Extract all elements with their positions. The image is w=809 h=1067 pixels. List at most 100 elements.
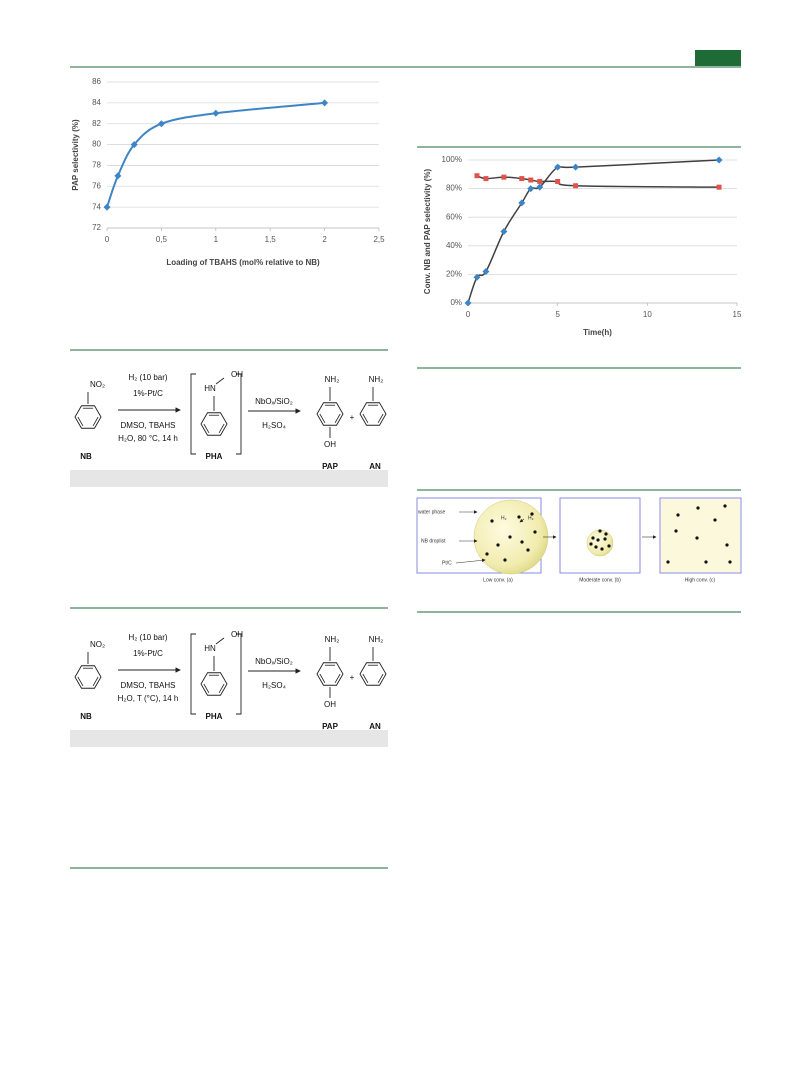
bond	[215, 637, 225, 645]
marker	[474, 173, 480, 179]
catalyst-particle	[591, 536, 595, 540]
scheme-text: H₂ (10 bar)	[128, 633, 167, 642]
y-tick-label: 84	[92, 98, 101, 107]
marker	[321, 99, 329, 107]
y-tick-label: 20%	[446, 270, 462, 279]
marker	[130, 141, 138, 149]
y-tick-label: 86	[92, 77, 101, 86]
scheme-text: PHA	[206, 712, 223, 721]
scheme-text: DMSO, TBAHS	[121, 681, 176, 690]
double-bond	[203, 683, 210, 693]
scheme-text: HN	[204, 384, 216, 393]
double-bond	[362, 413, 369, 423]
diagram-label: Pt/C	[442, 560, 452, 566]
y-tick-label: 74	[92, 202, 101, 211]
scheme-text: NB	[80, 712, 92, 721]
scheme-text: DMSO, TBAHS	[121, 421, 176, 430]
double-bond	[377, 413, 384, 423]
x-axis-title: Loading of TBAHS (mol% relative to NB)	[166, 258, 320, 267]
catalyst-particle	[490, 519, 494, 523]
scheme-text: AN	[369, 462, 381, 471]
benzene-ring	[359, 402, 387, 426]
catalyst-particle	[674, 529, 678, 533]
scheme-text: NO₂	[90, 380, 105, 389]
catalyst-particle	[607, 544, 611, 548]
marker	[212, 109, 220, 117]
catalyst-particle	[696, 506, 700, 510]
scheme-text: NO₂	[90, 640, 105, 649]
catalyst-particle	[704, 560, 708, 564]
x-tick-label: 5	[555, 310, 560, 319]
scheme-text: NB	[80, 452, 92, 461]
marker	[572, 163, 580, 171]
x-tick-label: 0	[466, 310, 471, 319]
catalyst-particle	[604, 532, 608, 536]
catalyst-particle	[496, 543, 500, 547]
scheme-text: 1%-Pt/C	[133, 649, 163, 658]
diagram-caption: Low conv. (a)	[483, 577, 513, 583]
diagram-label: H₂	[528, 515, 534, 521]
benzene-ring	[316, 662, 344, 686]
catalyst-particle	[589, 542, 593, 546]
catalyst-particle	[603, 537, 607, 541]
benzene-ring	[200, 412, 228, 436]
y-tick-label: 72	[92, 223, 101, 232]
x-axis-title: Time(h)	[583, 328, 612, 337]
scheme-text: H₂O, T (°C), 14 h	[118, 694, 179, 703]
double-bond	[92, 416, 99, 426]
series-line	[467, 159, 720, 304]
marker	[103, 203, 111, 211]
y-tick-label: 82	[92, 119, 101, 128]
scheme-text: PHA	[206, 452, 223, 461]
marker	[537, 178, 543, 184]
marker	[157, 120, 165, 128]
bond	[215, 377, 225, 385]
pointer	[455, 558, 486, 564]
y-tick-label: 0%	[450, 298, 462, 307]
catalyst-particle	[517, 515, 521, 519]
scheme-text: H₂ (10 bar)	[128, 373, 167, 382]
marker	[483, 176, 489, 182]
scheme-text: +	[350, 673, 355, 682]
y-axis-title: PAP selectivity (%)	[71, 119, 80, 191]
bracket	[190, 633, 242, 715]
x-tick-label: 2	[322, 235, 327, 244]
diagram-label: NB droplist	[421, 538, 446, 544]
caption-bar	[70, 470, 388, 487]
catalyst-particle	[520, 540, 524, 544]
stage-box	[559, 497, 641, 574]
catalyst-particle	[594, 545, 598, 549]
catalyst-particle	[728, 560, 732, 564]
double-bond	[319, 413, 326, 423]
scheme-text: AN	[369, 722, 381, 731]
marker	[554, 163, 562, 171]
x-tick-label: 10	[643, 310, 652, 319]
diagram-label: water phase	[418, 509, 445, 515]
catalyst-particle	[508, 535, 512, 539]
double-bond	[319, 673, 326, 683]
marker	[473, 273, 481, 281]
catalyst-particle	[598, 529, 602, 533]
y-axis-title: Conv. NB and PAP selectivity (%)	[423, 168, 432, 294]
marker	[536, 183, 544, 191]
scheme-text: NbOₓ/SiO₂	[255, 397, 293, 406]
catalyst-particle	[725, 543, 729, 547]
marker	[114, 172, 122, 180]
double-bond	[218, 423, 225, 433]
rules	[70, 146, 741, 869]
y-tick-label: 40%	[446, 241, 462, 250]
scheme-text: H₂SO₄	[262, 421, 286, 430]
y-tick-label: 80%	[446, 184, 462, 193]
catalyst-particle	[713, 518, 717, 522]
benzene-ring	[200, 672, 228, 696]
y-tick-label: 100%	[442, 155, 462, 164]
scheme-text: NH₂	[369, 375, 384, 384]
scheme-text: NbOₓ/SiO₂	[255, 657, 293, 666]
header-badge	[695, 50, 741, 66]
catalyst-particle	[666, 560, 670, 564]
marker	[518, 199, 526, 207]
scheme-text: OH	[231, 630, 243, 639]
catalyst-particle	[533, 530, 537, 534]
double-bond	[377, 673, 384, 683]
